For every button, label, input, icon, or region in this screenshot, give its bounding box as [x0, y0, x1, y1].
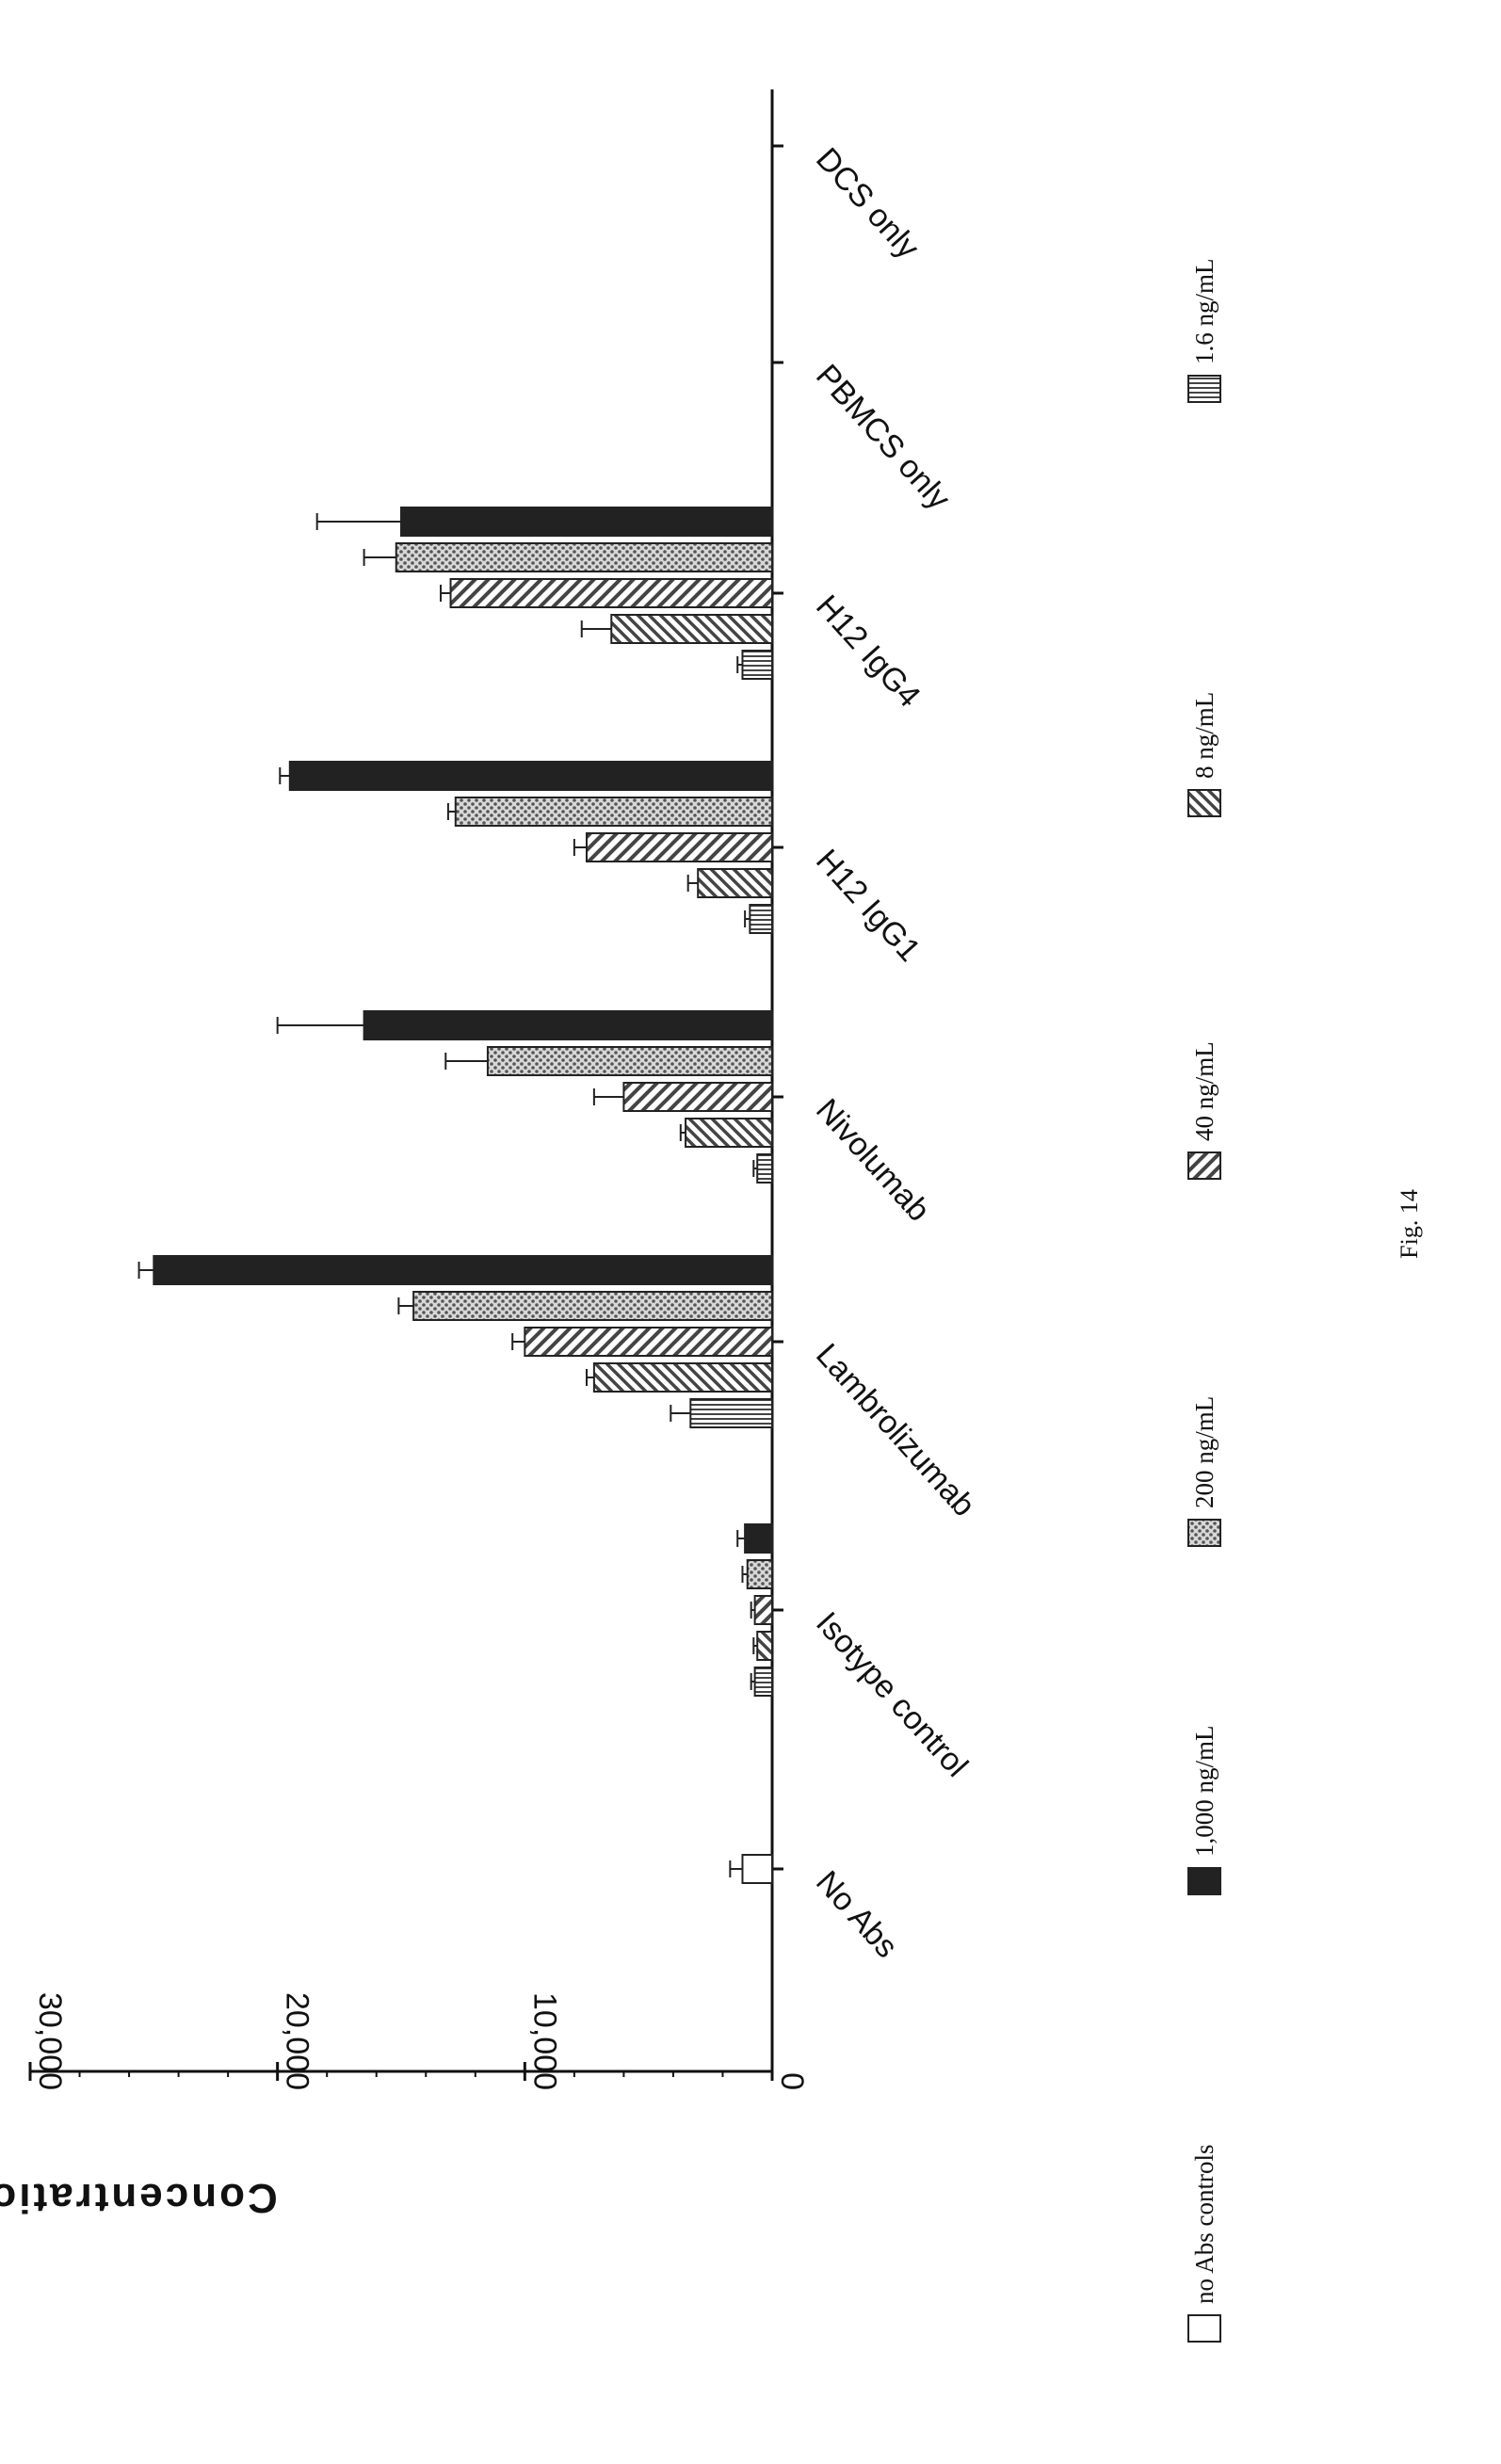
bar — [697, 868, 774, 898]
value-tick-label: 0 — [774, 2072, 810, 2090]
category-label: No Abs — [809, 1864, 905, 1965]
bar — [744, 1523, 774, 1554]
plot-area: 0 10,000 20,000 30,000 Concentration pg/mL No… — [0, 89, 982, 2221]
bar — [400, 507, 773, 537]
bar — [622, 1082, 774, 1112]
category-label: Lambrolizumab — [809, 1337, 982, 1523]
bar — [586, 832, 773, 862]
bar — [746, 1559, 774, 1589]
bar — [753, 1595, 774, 1625]
bar — [153, 1255, 774, 1285]
value-tick-label: 30,000 — [32, 1992, 68, 2090]
bar — [524, 1327, 773, 1357]
bar — [753, 1667, 774, 1697]
bar — [454, 797, 773, 827]
category-label: PBMCS only — [809, 358, 957, 517]
bar — [741, 1854, 773, 1884]
category-label: DCS only — [809, 141, 926, 266]
legend-swatch — [1187, 1519, 1221, 1547]
bar — [363, 1010, 773, 1040]
legend: no Abs controls 1,000 ng/mL 200 ng/mL 40 ng… — [1187, 259, 1221, 2343]
bar — [449, 578, 773, 608]
category-label: Nivolumab — [809, 1092, 937, 1229]
bar — [486, 1046, 774, 1076]
category-label: H12 IgG1 — [809, 843, 928, 969]
bar — [756, 1153, 773, 1184]
category-label: H12 IgG4 — [809, 588, 928, 715]
y-axis-label: Concentration pg/mL — [0, 2175, 278, 2221]
bar — [610, 614, 773, 644]
figure-label: Fig. 14 — [1396, 1189, 1423, 1259]
legend-swatch — [1187, 1151, 1221, 1180]
category-label: Isotype control — [809, 1605, 975, 1784]
legend-swatch — [1187, 375, 1221, 403]
legend-swatch — [1187, 2314, 1221, 2343]
legend-label: 1.6 ng/mL — [1190, 259, 1219, 365]
bar — [592, 1362, 773, 1393]
legend-label: no Abs controls — [1190, 2144, 1219, 2304]
legend-label: 1,000 ng/mL — [1190, 1726, 1219, 1858]
bar — [288, 761, 773, 791]
bar — [741, 650, 773, 680]
value-tick-label: 20,000 — [280, 1992, 315, 2090]
legend-label: 200 ng/mL — [1190, 1396, 1219, 1508]
bar — [689, 1398, 774, 1428]
bar — [412, 1291, 773, 1321]
legend-swatch — [1187, 789, 1221, 817]
legend-label: 40 ng/mL — [1190, 1041, 1219, 1141]
bar — [749, 904, 773, 934]
bar — [756, 1631, 773, 1661]
value-tick-label: 10,000 — [526, 1992, 562, 2090]
legend-label: 8 ng/mL — [1190, 692, 1219, 779]
bar — [395, 542, 773, 572]
legend-swatch — [1187, 1867, 1221, 1895]
bar — [685, 1118, 773, 1148]
